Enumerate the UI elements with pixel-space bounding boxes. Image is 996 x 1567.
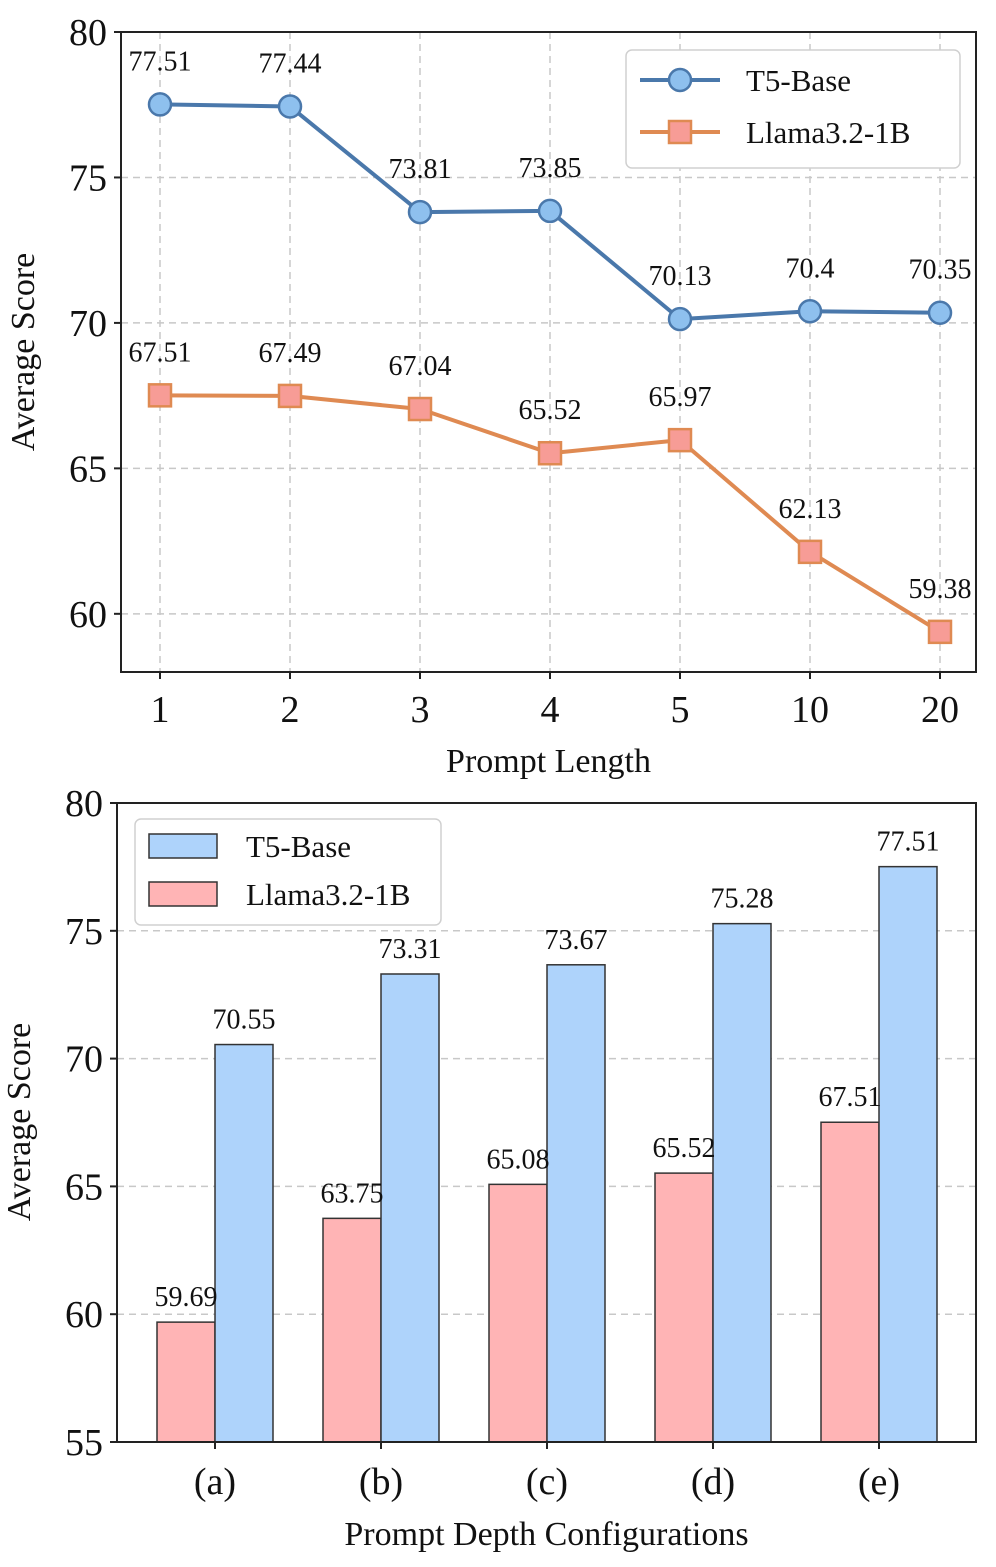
line-point-t5-base-4 — [537, 198, 563, 224]
line-point-llama3-2-1b-5 — [667, 427, 693, 453]
line-value-label-llama3-2-1b-10: 62.13 — [779, 494, 842, 525]
line-value-label-llama3-2-1b-1: 67.51 — [129, 337, 192, 368]
bar-value-label-t5-base-e: 77.51 — [877, 827, 940, 858]
line-point-t5-base-3 — [407, 199, 433, 225]
bar-value-label-t5-base-a: 70.55 — [213, 1005, 276, 1036]
line-point-llama3-2-1b-3 — [407, 396, 433, 422]
bar-legend-label-t5-base: T5-Base — [246, 829, 351, 864]
line-value-label-t5-base-2: 77.44 — [259, 48, 322, 79]
line-y-tick-label-60: 60 — [69, 594, 107, 636]
bar-value-label-t5-base-b: 73.31 — [379, 934, 442, 965]
line-value-label-t5-base-5: 70.13 — [649, 261, 712, 292]
bar-chart-bars — [156, 865, 938, 1443]
bar-llama3-2-1b-e — [820, 1121, 880, 1443]
line-x-tick-label-20: 20 — [921, 689, 959, 731]
line-point-t5-base-10 — [797, 299, 823, 324]
bar-y-tick-label-60: 60 — [65, 1294, 103, 1336]
legend-marker-t5-base — [667, 67, 693, 93]
bar-y-tick-label-70: 70 — [65, 1039, 103, 1081]
bar-t5-base-d — [712, 922, 772, 1443]
line-value-label-llama3-2-1b-20: 59.38 — [909, 574, 972, 605]
bar-llama3-2-1b-d — [654, 1172, 714, 1443]
line-chart-plot-frame — [120, 31, 977, 673]
bar-x-tick-label-b: (b) — [359, 1461, 403, 1503]
line-y-tick-label-65: 65 — [69, 448, 107, 490]
line-value-label-llama3-2-1b-5: 65.97 — [649, 382, 712, 413]
line-point-llama3-2-1b-1 — [147, 383, 173, 408]
bar-value-label-llama3-2-1b-d: 65.52 — [653, 1133, 716, 1164]
bar-llama3-2-1b-c — [488, 1183, 548, 1443]
bar-x-tick-label-a: (a) — [194, 1461, 236, 1503]
line-point-llama3-2-1b-4 — [537, 440, 563, 466]
bar-chart: 59.69 63.75 65.08 65.52 67.51 70.55 73.31 73.67… — [1, 783, 977, 1553]
line-chart-y-axis-label: Average Score — [5, 253, 42, 452]
bar-x-tick-label-e: (e) — [858, 1461, 900, 1503]
bar-x-tick-label-d: (d) — [691, 1461, 735, 1503]
bar-legend-swatch-t5-base — [148, 833, 218, 859]
line-value-label-t5-base-4: 73.85 — [519, 153, 582, 184]
line-x-tick-label-2: 2 — [281, 689, 300, 731]
line-point-llama3-2-1b-10 — [797, 539, 823, 565]
line-chart-legend: T5-Base Llama3.2-1B — [625, 49, 961, 169]
legend-marker-llama3-2-1b — [667, 119, 693, 145]
line-chart-ticks: 1 2 3 4 5 10 20 60 65 70 75 80 — [69, 12, 959, 731]
bar-y-tick-label-65: 65 — [65, 1166, 103, 1208]
bar-chart-ticks: 55 60 65 70 75 80 (a) (b) (c) (d) (e) — [65, 783, 900, 1503]
line-value-label-llama3-2-1b-2: 67.49 — [259, 338, 322, 369]
bar-chart-legend: T5-Base Llama3.2-1B — [134, 818, 442, 926]
bar-t5-base-c — [546, 964, 606, 1443]
line-chart: 77.51 77.44 73.81 73.85 70.13 70.4 70.35 67.51 6… — [5, 12, 977, 780]
bar-chart-value-labels: 59.69 63.75 65.08 65.52 67.51 70.55 73.31 73.67… — [155, 827, 940, 1313]
line-x-tick-label-10: 10 — [791, 689, 829, 731]
bar-legend-swatch-llama3-2-1b — [148, 881, 218, 907]
legend-label-llama3-2-1b: Llama3.2-1B — [746, 115, 910, 150]
line-x-tick-label-5: 5 — [671, 689, 690, 731]
line-point-llama3-2-1b-20 — [927, 619, 953, 645]
bar-t5-base-b — [380, 973, 440, 1443]
line-y-tick-label-80: 80 — [69, 12, 107, 54]
bar-t5-base-e — [878, 865, 938, 1443]
bar-value-label-t5-base-d: 75.28 — [711, 884, 774, 915]
bar-llama3-2-1b-b — [322, 1217, 382, 1443]
line-value-label-t5-base-20: 70.35 — [909, 255, 972, 286]
line-value-label-t5-base-10: 70.4 — [786, 253, 835, 284]
bar-y-tick-label-80: 80 — [65, 783, 103, 825]
line-point-t5-base-2 — [277, 94, 303, 119]
line-chart-markers — [147, 92, 953, 645]
bar-value-label-llama3-2-1b-b: 63.75 — [321, 1178, 384, 1209]
bar-chart-x-axis-label: Prompt Depth Configurations — [344, 1516, 748, 1553]
bar-t5-base-a — [214, 1043, 274, 1443]
line-point-llama3-2-1b-2 — [277, 383, 303, 409]
line-x-tick-label-1: 1 — [151, 689, 170, 731]
bar-y-tick-label-75: 75 — [65, 911, 103, 953]
line-value-label-llama3-2-1b-4: 65.52 — [519, 395, 582, 426]
bar-value-label-llama3-2-1b-c: 65.08 — [487, 1144, 550, 1175]
line-value-label-t5-base-1: 77.51 — [129, 46, 192, 77]
line-y-tick-label-75: 75 — [69, 157, 107, 199]
bar-x-tick-label-c: (c) — [526, 1461, 568, 1503]
line-chart-value-labels: 77.51 77.44 73.81 73.85 70.13 70.4 70.35 67.51 6… — [129, 46, 972, 604]
line-value-label-t5-base-3: 73.81 — [389, 154, 452, 185]
line-chart-x-axis-label: Prompt Length — [446, 743, 651, 780]
bar-value-label-t5-base-c: 73.67 — [545, 925, 608, 956]
bar-y-tick-label-55: 55 — [65, 1422, 103, 1464]
bar-legend-label-llama3-2-1b: Llama3.2-1B — [246, 877, 410, 912]
bar-value-label-llama3-2-1b-a: 59.69 — [155, 1282, 218, 1313]
bar-llama3-2-1b-a — [156, 1321, 216, 1443]
line-x-tick-label-3: 3 — [411, 689, 430, 731]
line-x-tick-label-4: 4 — [541, 689, 560, 731]
bar-chart-y-axis-label: Average Score — [1, 1023, 38, 1222]
line-point-t5-base-5 — [667, 306, 693, 332]
line-point-t5-base-20 — [927, 300, 953, 325]
bar-value-label-llama3-2-1b-e: 67.51 — [819, 1082, 882, 1113]
line-value-label-llama3-2-1b-3: 67.04 — [389, 351, 452, 382]
line-y-tick-label-70: 70 — [69, 303, 107, 345]
legend-label-t5-base: T5-Base — [746, 63, 851, 98]
line-point-t5-base-1 — [147, 92, 173, 117]
